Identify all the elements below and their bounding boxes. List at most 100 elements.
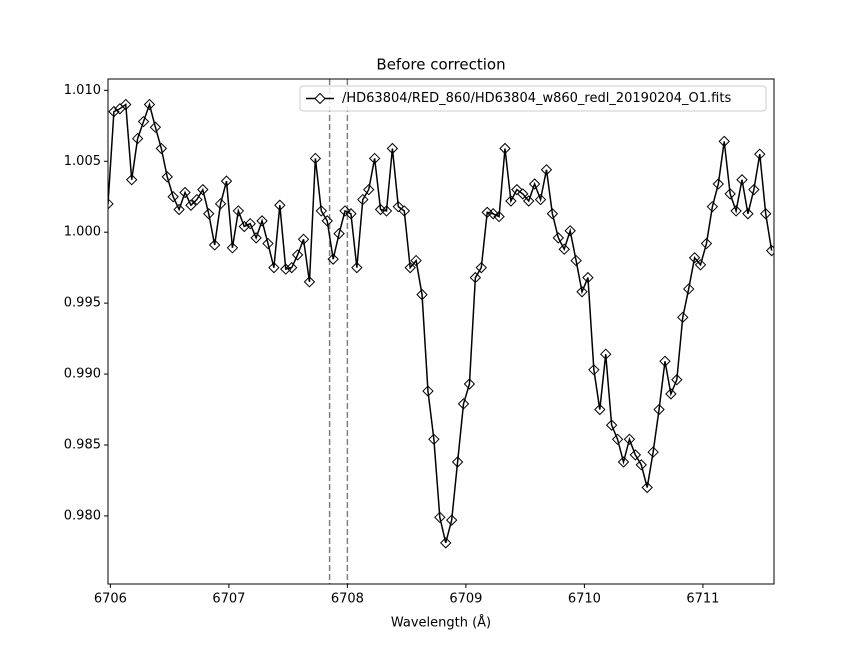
data-point [451,456,464,468]
data-point [368,152,381,165]
y-tick-label: 1.000 [64,225,101,240]
data-point [208,239,221,251]
data-point [285,261,298,274]
axes: 6706 6707 6708 6709 6710 6711 0.980 0.985 0.990 0… [64,83,720,607]
data-point [309,152,322,165]
data-point [588,364,600,376]
data-point [635,459,647,471]
data-point [428,433,440,446]
data-point [653,403,665,416]
data-point [600,348,612,360]
data-point [333,227,345,240]
data-point [327,253,339,265]
data-point [641,481,653,494]
data-point [386,142,399,155]
y-tick-label: 0.995 [64,296,101,311]
data-point [629,449,642,461]
data-point [268,261,280,274]
data-point [759,208,772,220]
data-point [617,456,630,468]
data-point [700,237,713,250]
data-point [623,433,636,446]
data-point [197,183,209,196]
data-point [238,220,250,233]
data-point [736,174,748,186]
x-axis-label: Wavelength (Å) [391,615,491,631]
data-point [191,193,203,206]
data-point [303,276,316,288]
data-point [517,188,529,200]
axes-frame [107,78,775,585]
data-point [120,98,132,111]
data-point [558,243,570,255]
data-point [475,261,487,274]
data-point [256,215,268,227]
data-point [404,261,416,274]
data-point [179,186,191,199]
data-point [321,215,333,227]
legend-marker [314,92,326,105]
data-point [137,115,150,128]
data-point [582,271,594,284]
chart-title: Before correction [376,56,505,74]
data-point [487,208,499,220]
data-point [203,208,215,220]
data-point [659,355,671,367]
data-point [357,193,369,206]
data-point [398,205,410,217]
data-point [161,171,173,183]
data-point [149,121,162,133]
y-tick-label: 0.990 [64,367,101,382]
plot-area [108,79,774,584]
data-point [297,233,310,246]
data-point [155,142,168,155]
data-point [493,210,505,223]
data-point [576,286,588,298]
x-tick-label: 6707 [212,592,245,607]
data-point [706,200,719,213]
data-point [143,98,156,111]
data-point [499,142,511,155]
x-tick-label: 6709 [449,592,482,607]
data-point [564,225,576,237]
data-point [694,259,707,271]
data-point [605,419,618,431]
data-point [250,232,262,244]
data-point [742,208,754,220]
data-point [469,271,482,284]
data-point [677,311,689,324]
data-point [528,178,541,190]
data-point [416,288,428,301]
data-point [730,205,742,217]
data-point [611,433,624,446]
data-point [214,198,227,210]
data-point [363,183,375,196]
data-point [765,244,774,257]
data-point [108,198,114,210]
legend: /HD63804/RED_860/HD63804_w860_redl_20190… [299,85,767,112]
y-tick-label: 0.985 [64,437,101,452]
data-point [754,148,766,160]
data-point [185,199,197,211]
x-tick-label: 6711 [686,592,719,607]
data-point [422,385,434,397]
data-point [220,175,233,187]
legend-box [299,85,767,112]
data-point [546,208,559,220]
data-point [167,191,179,203]
data-point [463,378,476,390]
data-point [108,105,120,118]
data-point [522,195,535,207]
series-line [108,101,773,544]
data-point [647,446,659,458]
data-point [552,232,565,244]
legend-label: /HD63804/RED_860/HD63804_w860_redl_20190… [342,91,731,106]
data-point [274,199,286,211]
x-tick-label: 6708 [331,592,364,607]
data-point [511,183,523,196]
data-point [291,249,304,261]
data-point [410,254,422,267]
data-point [392,200,405,213]
data-point [131,132,144,145]
x-tick-label: 6710 [568,592,601,607]
